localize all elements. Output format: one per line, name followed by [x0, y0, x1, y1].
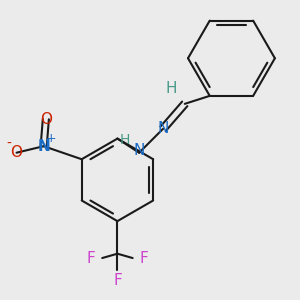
Text: F: F — [113, 273, 122, 288]
Text: O: O — [40, 112, 52, 127]
Text: H: H — [120, 133, 130, 147]
Text: F: F — [87, 250, 96, 266]
Text: O: O — [11, 145, 22, 160]
Text: +: + — [46, 132, 57, 145]
Text: -: - — [7, 137, 11, 151]
Text: F: F — [139, 250, 148, 266]
Text: N: N — [134, 143, 145, 158]
Text: N: N — [157, 121, 169, 136]
Text: H: H — [166, 81, 178, 96]
Text: N: N — [37, 139, 50, 154]
